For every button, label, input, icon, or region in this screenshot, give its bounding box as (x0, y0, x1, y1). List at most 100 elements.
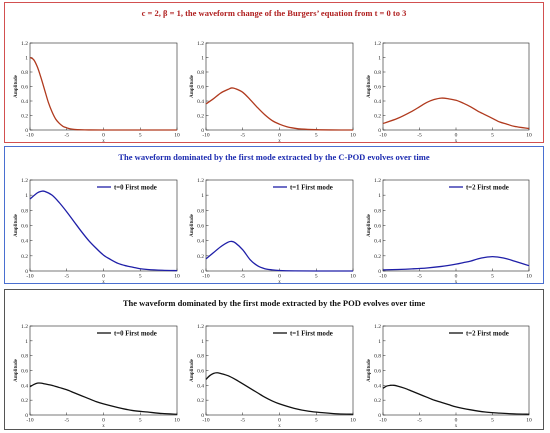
chart-6: 0 0.2 0.4 0.6 0.8 1 1.2 -10 -5 0 5 10 x Amplitude t=0 … (14, 324, 180, 429)
plot-frame (29, 42, 178, 131)
legend-label: t=2 First mode (466, 331, 509, 338)
y-axis-label: Amplitude (367, 74, 372, 98)
y-tick-label: 1 (25, 193, 28, 199)
y-tick-label: 0.8 (197, 70, 204, 76)
x-tick-label: 0 (278, 274, 281, 280)
y-tick-label: 0 (378, 413, 381, 419)
y-tick-label: 0.4 (21, 383, 28, 389)
y-axis-label: Amplitude (367, 213, 372, 237)
y-tick-label: 0.4 (21, 239, 28, 245)
plot-frame (382, 42, 530, 131)
x-tick-label: -10 (202, 133, 210, 139)
x-tick-label: -10 (26, 274, 34, 280)
legend-label: t=0 First mode (114, 331, 157, 338)
x-tick-label: 0 (102, 133, 105, 139)
y-tick-label: 1.2 (197, 178, 204, 184)
plot-frame (205, 325, 354, 416)
x-tick-label: 0 (278, 418, 281, 424)
chart-5: 0 0.2 0.4 0.6 0.8 1 1.2 -10 -5 0 5 10 x Amplitude t=2 … (367, 178, 532, 285)
series-line (29, 382, 178, 415)
chart-0: 0 0.2 0.4 0.6 0.8 1 1.2 -10 -5 0 5 10 x Amplitude (14, 41, 180, 144)
panel-title: The waveform dominated by the first mode… (122, 298, 426, 308)
x-tick-label: 10 (174, 133, 180, 139)
cpod-chart-row: 00.20.40.60.811.2-10 -5 0 5 10xAmplitudet=0 … (14, 178, 532, 285)
legend-label: t=0 First mode (114, 185, 157, 192)
x-axis-label: x (278, 139, 281, 144)
y-axis-label: Amplitude (367, 358, 372, 382)
x-tick-label: 0 (278, 133, 281, 139)
y-tick-label: 1.2 (21, 178, 28, 184)
y-tick-label: 0.2 (21, 398, 28, 404)
y-tick-label: 0.8 (374, 208, 381, 214)
x-tick-label: 10 (350, 133, 356, 139)
x-tick-label: 0 (102, 274, 105, 280)
x-tick-label: -5 (64, 418, 69, 424)
x-tick-label: 10 (174, 274, 180, 280)
y-tick-label: 0.6 (197, 85, 204, 91)
y-tick-label: 0.4 (374, 383, 381, 389)
y-tick-label: 0.6 (374, 369, 381, 375)
plot-frame (205, 179, 354, 272)
chart-7: 0 0.2 0.4 0.6 0.8 1 1.2 -10 -5 0 5 10 x Amplitude t=1 … (190, 324, 356, 429)
y-tick-label: 0.6 (197, 224, 204, 230)
x-axis-label: x (278, 424, 281, 429)
x-tick-label: -10 (379, 133, 387, 139)
y-tick-label: 0 (25, 413, 28, 419)
x-tick-label: 0 (455, 274, 458, 280)
y-tick-label: 0.2 (197, 254, 204, 260)
y-tick-label: 0.8 (21, 70, 28, 76)
y-tick-label: 0.6 (21, 369, 28, 375)
x-tick-label: -10 (202, 418, 210, 424)
y-tick-label: 1 (201, 339, 204, 345)
series-line (382, 97, 530, 130)
x-axis-label: x (455, 139, 458, 144)
y-tick-label: 0.6 (21, 224, 28, 230)
y-tick-label: 1 (25, 339, 28, 345)
x-tick-label: 10 (526, 133, 532, 139)
x-tick-label: -10 (379, 274, 387, 280)
y-axis-label: Amplitude (190, 213, 195, 237)
y-tick-label: 1 (201, 193, 204, 199)
y-axis-label: Amplitude (190, 74, 195, 98)
y-tick-label: 0 (201, 269, 204, 275)
series-line (29, 190, 178, 272)
y-tick-label: 0.8 (197, 208, 204, 214)
legend-label: t=1 First mode (290, 185, 333, 192)
chart-1: 0 0.2 0.4 0.6 0.8 1 1.2 -10 -5 0 5 10 x Amplitude (190, 41, 356, 144)
series-line (382, 384, 530, 415)
plot-frame (382, 325, 530, 416)
y-tick-label: 0.2 (374, 254, 381, 260)
y-tick-label: 1 (25, 56, 28, 62)
y-tick-label: 1.2 (21, 324, 28, 330)
x-tick-label: -10 (202, 274, 210, 280)
y-tick-label: 0.8 (197, 354, 204, 360)
y-tick-label: 0.6 (21, 85, 28, 91)
x-tick-label: 5 (315, 133, 318, 139)
y-tick-label: 0.6 (374, 85, 381, 91)
y-tick-label: 0.8 (21, 208, 28, 214)
x-tick-label: -10 (26, 133, 34, 139)
series-line (382, 255, 530, 271)
x-tick-label: -5 (417, 133, 422, 139)
pod-chart-row: 00.20.40.60.811.2-10 -5 0 5 10xAmplitudet=0 … (14, 324, 532, 429)
x-tick-label: 5 (491, 274, 494, 280)
x-tick-label: -10 (379, 418, 387, 424)
x-tick-label: 0 (455, 133, 458, 139)
x-tick-label: -5 (240, 418, 245, 424)
x-tick-label: 5 (139, 274, 142, 280)
y-tick-label: 0.8 (21, 354, 28, 360)
legend-label: t=1 First mode (290, 331, 333, 338)
y-tick-label: 0 (201, 128, 204, 134)
x-tick-label: 5 (139, 418, 142, 424)
chart-3: 0 0.2 0.4 0.6 0.8 1 1.2 -10 -5 0 5 10 x Amplitude t=0 … (14, 178, 180, 285)
y-tick-label: 0.2 (21, 254, 28, 260)
burgers-waveform-panel: c = 2, β = 1, the waveform change of the… (4, 2, 544, 144)
y-tick-label: 0.6 (374, 224, 381, 230)
x-tick-label: 10 (526, 274, 532, 280)
y-tick-label: 0.2 (374, 114, 381, 120)
y-tick-label: 1.2 (374, 324, 381, 330)
y-tick-label: 0.4 (374, 99, 381, 105)
y-tick-label: 0.4 (197, 239, 204, 245)
plot-frame (29, 325, 178, 416)
y-tick-label: 0.2 (21, 114, 28, 120)
